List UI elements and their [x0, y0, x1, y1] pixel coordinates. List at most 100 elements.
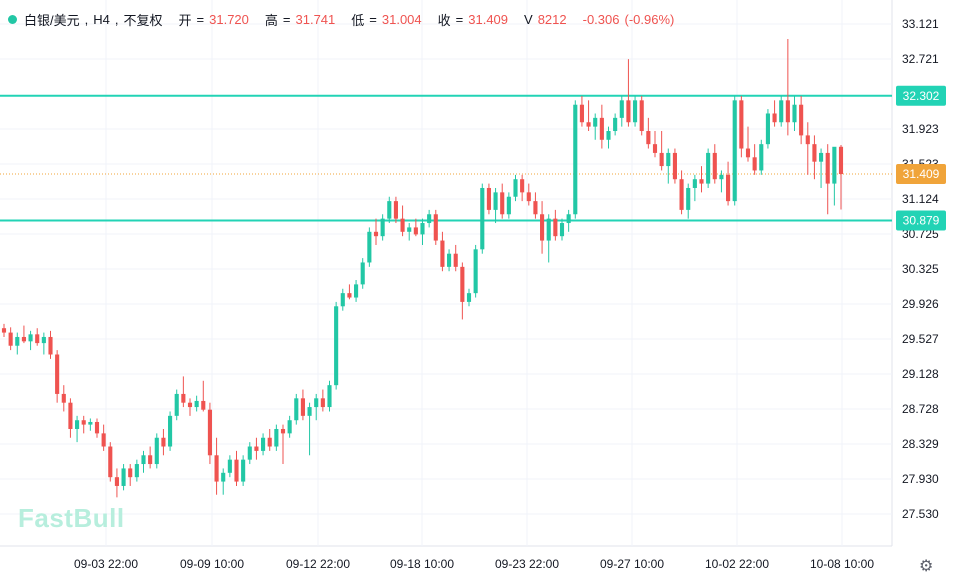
- high-value: 31.741: [295, 12, 336, 27]
- candle-body: [825, 152, 830, 184]
- candle-body: [819, 152, 824, 162]
- candle-body: [61, 393, 66, 403]
- candle-body: [433, 214, 438, 241]
- candle-body: [553, 218, 558, 237]
- candle-body: [68, 402, 73, 429]
- candle-body: [712, 152, 717, 180]
- candle-body: [207, 409, 212, 456]
- gear-icon[interactable]: ⚙: [919, 558, 934, 575]
- candle-body: [108, 446, 113, 478]
- y-tick-label: 28.329: [902, 437, 939, 451]
- last-price-label: 31.409: [903, 167, 940, 181]
- candle-body: [1, 328, 7, 333]
- candle-body: [81, 420, 86, 425]
- candle-body: [619, 100, 624, 118]
- candle-body: [201, 400, 206, 410]
- candle-body: [500, 192, 505, 215]
- candle-body: [334, 306, 339, 386]
- x-tick-label: 09-03 22:00: [74, 557, 138, 571]
- x-tick-label: 10-08 10:00: [810, 557, 874, 571]
- candle-body: [28, 334, 33, 342]
- candle-body: [88, 421, 93, 425]
- candle-body: [114, 477, 119, 486]
- candle-body: [141, 455, 146, 465]
- candle-body: [427, 214, 432, 224]
- candle-body: [214, 455, 219, 482]
- y-tick-label: 29.527: [902, 332, 939, 346]
- candle-body: [187, 402, 193, 408]
- candle-body: [460, 266, 465, 302]
- y-tick-label: 31.124: [902, 192, 939, 206]
- candle-body: [307, 407, 312, 416]
- candle-body: [513, 179, 518, 197]
- candle-body: [15, 336, 20, 346]
- ohlc-header: 白银/美元, H4, 不复权 开 = 31.720 高 = 31.741 低 = 31…: [8, 10, 674, 29]
- candle-body: [805, 135, 810, 145]
- candle-body: [506, 196, 511, 215]
- candle-body: [320, 398, 325, 408]
- candle-body: [566, 214, 571, 224]
- candle-body: [526, 192, 531, 202]
- candle-body: [779, 100, 784, 123]
- candle-body: [294, 398, 299, 421]
- candle-body: [393, 201, 398, 219]
- timeframe[interactable]: H4: [93, 12, 110, 27]
- volume-value: 8212: [537, 12, 567, 27]
- candle-body: [626, 100, 631, 123]
- level-lines: [0, 94, 892, 222]
- candle-body: [55, 354, 60, 394]
- volume-label: V: [524, 12, 533, 27]
- symbol-name[interactable]: 白银/美元: [24, 13, 80, 28]
- candle-body: [35, 334, 40, 344]
- candle-body: [174, 393, 179, 416]
- candle-body: [520, 179, 525, 193]
- open-value: 31.720: [209, 12, 249, 27]
- x-tick-label: 10-02 22:00: [705, 557, 769, 571]
- candle-body: [241, 459, 246, 482]
- y-tick-label: 27.930: [902, 472, 939, 486]
- x-axis: 09-03 22:00 09-09 10:00 09-12 22:00 09-18 1…: [74, 557, 874, 571]
- candle-body: [134, 464, 139, 478]
- candle-body: [380, 218, 385, 237]
- change-percent: (-0.96%): [624, 12, 675, 27]
- candle-body: [354, 284, 359, 298]
- candle-body: [280, 428, 286, 434]
- y-tick-label: 31.923: [902, 122, 939, 136]
- candle-body: [606, 131, 611, 140]
- price-labels: 32.302 30.879 31.409: [896, 85, 946, 231]
- candle-body: [785, 100, 790, 123]
- candle-body: [287, 420, 292, 434]
- y-tick-label: 30.325: [902, 262, 939, 276]
- candle-body: [672, 152, 677, 180]
- y-tick-label: 29.926: [902, 297, 939, 311]
- candle-body: [646, 131, 651, 145]
- candle-body: [360, 262, 365, 285]
- candle-body: [679, 179, 684, 210]
- grid-lines: [0, 0, 893, 547]
- candle-body: [579, 104, 584, 123]
- candle-body: [267, 437, 272, 447]
- candle-body: [772, 113, 777, 123]
- candle-body: [652, 144, 658, 153]
- close-value: 31.409: [468, 12, 509, 27]
- candle-body: [400, 218, 405, 232]
- candle-body: [533, 201, 538, 215]
- candle-body: [726, 174, 731, 202]
- candle-body: [121, 468, 126, 486]
- candle-body: [765, 113, 770, 145]
- adjust-mode[interactable]: 不复权: [123, 13, 163, 28]
- candle-body: [413, 227, 418, 235]
- candle-body: [327, 385, 332, 408]
- candle-body: [540, 214, 545, 241]
- candle-body: [221, 472, 226, 482]
- high-label: 高: [264, 13, 278, 28]
- x-tick-label: 09-27 10:00: [600, 557, 664, 571]
- candle-body: [792, 104, 797, 123]
- candle-body: [639, 100, 644, 132]
- y-tick-label: 27.530: [902, 507, 939, 521]
- candle-body: [473, 249, 478, 294]
- candles: [1, 38, 844, 498]
- candle-body: [247, 446, 252, 460]
- candle-body: [94, 421, 100, 434]
